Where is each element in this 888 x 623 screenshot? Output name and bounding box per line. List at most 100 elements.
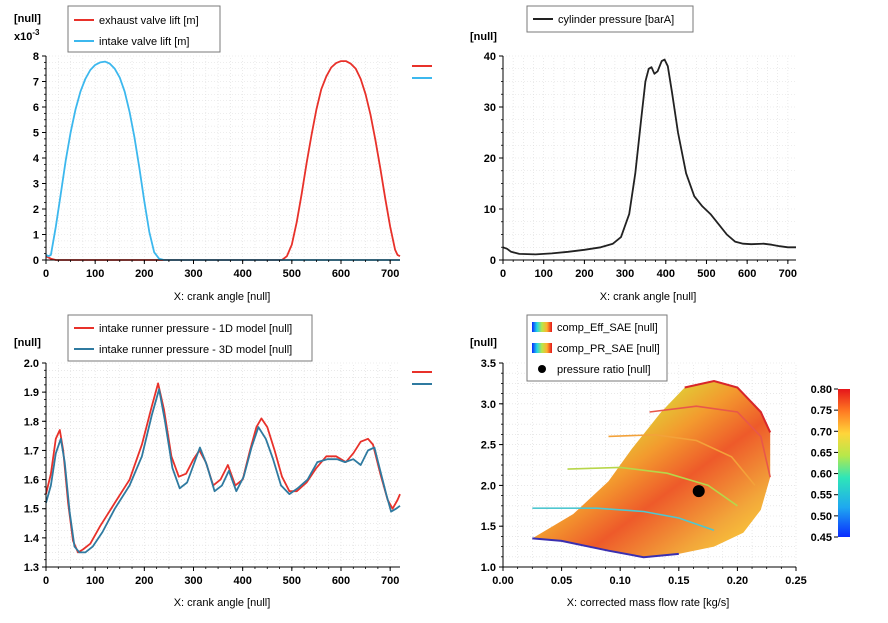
x-tick-label: 700 — [779, 268, 797, 280]
cylinder-pressure-x-axis-label: X: crank angle [null] — [600, 291, 697, 303]
x-tick-label: 0.15 — [668, 575, 689, 587]
x-tick-label: 0.00 — [492, 575, 513, 587]
x-tick-label: 100 — [86, 575, 104, 587]
intake-runner-legend: intake runner pressure - 1D model [null]… — [67, 314, 313, 362]
pressure-ratio-point-legend-swatch — [538, 365, 546, 373]
x-tick-label: 400 — [657, 268, 675, 280]
colorbar-tick-label: 0.75 — [811, 405, 832, 417]
x-tick-label: 600 — [332, 268, 350, 280]
cylinder-pressure-chart: [null] 0 100 200 300 400 500 600 700 0 10 20 30 40 X… — [470, 5, 797, 303]
intake-runner-x-axis-label: X: crank angle [null] — [174, 597, 271, 609]
pressure-ratio-map-legend-swatch — [532, 343, 552, 353]
y-tick-label: 1.5 — [24, 504, 39, 516]
valve-lift-legend: exhaust valve lift [m] intake valve lift… — [67, 5, 221, 53]
y-tick-label: 1.6 — [24, 475, 39, 487]
compressor-map-plot-area — [532, 379, 772, 559]
pressure-ratio-point — [692, 485, 705, 498]
speed-line-3 — [649, 405, 771, 478]
valve-lift-legend-box — [67, 5, 221, 53]
x-tick-label: 0.20 — [727, 575, 748, 587]
y-tick-label: 3.5 — [481, 358, 496, 370]
efficiency-map-area — [532, 381, 771, 558]
surge-line — [684, 379, 772, 433]
y-tick-label: 1.9 — [24, 387, 39, 399]
intake-runner-pressure-chart: [null] 0 100 200 300 400 500 600 700 1.3 1.4 1.5 1.… — [14, 314, 432, 609]
y-tick-label: 10 — [484, 204, 496, 216]
y-tick-label: 1.3 — [24, 562, 39, 574]
speed-line-2 — [608, 433, 756, 486]
valve-lift-grid — [45, 55, 400, 261]
valve-lift-axes: 0 100 200 300 400 500 600 700 0 1 2 3 4 5 6 7 8 — [33, 51, 400, 280]
cylinder-pressure-plot-area — [502, 58, 796, 256]
y-tick-label: 1.5 — [481, 521, 496, 533]
intake-runner-unit-label: [null] — [14, 337, 41, 349]
y-tick-label: 1.8 — [24, 416, 39, 428]
cylinder-pressure-legend: cylinder pressure [barA] — [526, 5, 694, 33]
x-tick-label: 0 — [500, 268, 506, 280]
cylinder-pressure-grid — [502, 55, 796, 261]
intake-runner-grid — [45, 362, 400, 568]
exhaust-legend-label: exhaust valve lift [m] — [99, 15, 199, 27]
y-tick-label: 40 — [484, 51, 496, 63]
x-tick-label: 400 — [233, 268, 251, 280]
x-tick-label: 500 — [283, 268, 301, 280]
x-tick-label: 200 — [135, 268, 153, 280]
speed-line-1 — [567, 466, 738, 507]
colorbar-tick-label: 0.55 — [811, 490, 832, 502]
y-tick-label: 30 — [484, 102, 496, 114]
colorbar-tick-label: 0.45 — [811, 532, 832, 544]
x-tick-label: 0.05 — [551, 575, 572, 587]
y-tick-label: 20 — [484, 153, 496, 165]
colorbar-tick-label: 0.60 — [811, 469, 832, 481]
y-tick-label: 2.5 — [481, 440, 496, 452]
series-line-0 — [45, 382, 401, 554]
y-tick-label: 6 — [33, 102, 39, 114]
x-tick-label: 700 — [381, 268, 399, 280]
compressor-map-legend: comp_Eff_SAE [null] comp_PR_SAE [null] p… — [526, 314, 668, 382]
y-tick-label: 5 — [33, 128, 39, 140]
y-tick-label: 3 — [33, 179, 39, 191]
x-tick-label: 100 — [535, 268, 553, 280]
intake-runner-legend-box — [67, 314, 313, 362]
y-tick-label: 4 — [33, 153, 40, 165]
series-line-0 — [502, 58, 796, 256]
y-tick-label: 8 — [33, 51, 39, 63]
x-tick-label: 0 — [43, 268, 49, 280]
y-tick-label: 1 — [33, 230, 39, 242]
compressor-map-x-axis-label: X: corrected mass flow rate [kg/s] — [567, 597, 730, 609]
x-tick-label: 200 — [575, 268, 593, 280]
series-line-1 — [45, 388, 401, 554]
pressure-ratio-point-legend-label: pressure ratio [null] — [557, 364, 651, 376]
x-tick-label: 300 — [184, 575, 202, 587]
runner-1d-legend-label: intake runner pressure - 1D model [null] — [99, 323, 292, 335]
runner-3d-legend-label: intake runner pressure - 3D model [null] — [99, 344, 292, 356]
series-line-1 — [45, 60, 400, 261]
y-tick-label: 0 — [490, 255, 496, 267]
x-tick-label: 100 — [86, 268, 104, 280]
colorbar-tick-label: 0.50 — [811, 511, 832, 523]
y-tick-label: 7 — [33, 77, 39, 89]
colorbar-tick-label: 0.80 — [811, 384, 832, 396]
valve-lift-plot-area — [45, 60, 401, 261]
valve-lift-exponent-label: x10-3 — [14, 28, 40, 43]
x-tick-label: 0.25 — [785, 575, 806, 587]
cylinder-pressure-axes: 0 100 200 300 400 500 600 700 0 10 20 30 40 — [484, 51, 797, 280]
efficiency-legend-label: comp_Eff_SAE [null] — [557, 322, 658, 334]
pressure-ratio-map-legend-label: comp_PR_SAE [null] — [557, 343, 660, 355]
intake-runner-plot-area — [45, 382, 401, 554]
x-tick-label: 600 — [738, 268, 756, 280]
efficiency-legend-swatch — [532, 322, 552, 332]
x-tick-label: 200 — [135, 575, 153, 587]
x-tick-label: 500 — [283, 575, 301, 587]
intake-legend-label: intake valve lift [m] — [99, 36, 189, 48]
valve-lift-chart: [null] x10-3 0 100 200 300 400 500 600 700 0 1 2 3 4… — [14, 5, 432, 303]
y-tick-label: 2.0 — [481, 480, 496, 492]
x-tick-label: 500 — [697, 268, 715, 280]
y-tick-label: 1.4 — [24, 533, 40, 545]
intake-runner-axes: 0 100 200 300 400 500 600 700 1.3 1.4 1.5 1.6 1.7 1.8… — [24, 358, 400, 587]
cylinder-pressure-legend-box — [526, 5, 694, 33]
efficiency-colorbar: 0.45 0.50 0.55 0.60 0.65 0.70 0.75 0.80 — [811, 384, 850, 544]
y-tick-label: 3.0 — [481, 399, 496, 411]
series-line-0 — [45, 60, 401, 261]
